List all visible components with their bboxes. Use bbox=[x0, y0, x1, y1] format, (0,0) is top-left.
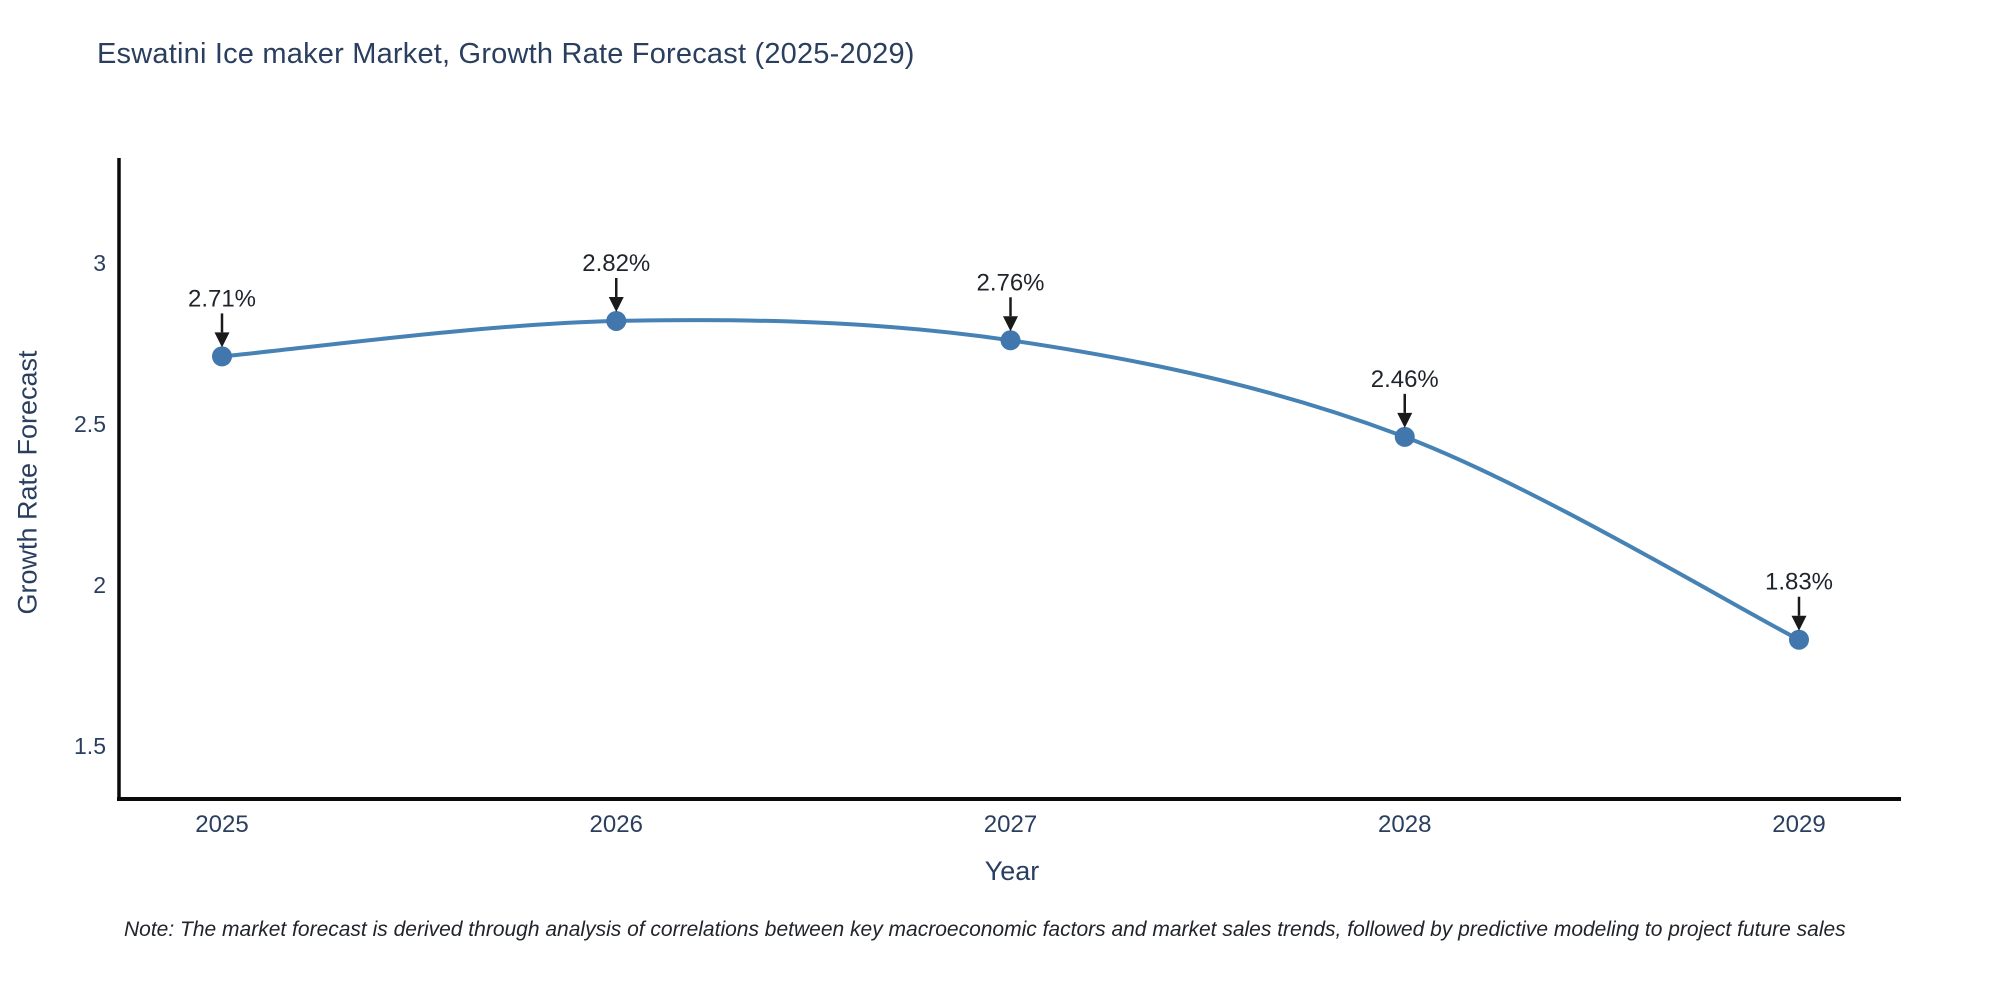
annotation-label: 2.46% bbox=[1371, 366, 1439, 393]
annotation-label: 2.82% bbox=[582, 250, 650, 277]
x-axis-title: Year bbox=[984, 856, 1040, 886]
y-tick-label: 1.5 bbox=[74, 733, 106, 759]
annotation-arrowhead bbox=[608, 296, 624, 312]
x-tick-label: 2027 bbox=[984, 811, 1037, 838]
series-line bbox=[220, 318, 1801, 642]
y-tick-label: 3 bbox=[93, 250, 106, 276]
data-point-marker bbox=[212, 346, 232, 367]
annotation-arrowhead bbox=[214, 332, 230, 348]
y-tick-label: 2.5 bbox=[74, 411, 106, 437]
x-tick-label: 2026 bbox=[590, 811, 643, 838]
y-tick-label: 2 bbox=[93, 572, 106, 598]
data-point-marker bbox=[1000, 330, 1021, 351]
x-tick-label: 2025 bbox=[195, 811, 248, 838]
annotation-arrowhead bbox=[1397, 412, 1413, 428]
annotation-arrowhead bbox=[1003, 316, 1018, 332]
data-point-marker bbox=[1394, 426, 1415, 447]
annotation-label: 2.71% bbox=[188, 285, 256, 312]
y-axis-title: Growth Rate Forecast bbox=[12, 350, 43, 615]
data-point-marker bbox=[606, 310, 627, 331]
annotation-label: 2.76% bbox=[976, 269, 1044, 296]
annotation-arrowhead bbox=[1791, 615, 1807, 631]
annotation-label: 1.83% bbox=[1765, 569, 1833, 596]
x-tick-label: 2028 bbox=[1378, 811, 1431, 838]
footnote: Note: The market forecast is derived thr… bbox=[124, 918, 1846, 941]
chart-title: Eswatini Ice maker Market, Growth Rate F… bbox=[97, 38, 915, 70]
data-point-marker bbox=[1789, 629, 1809, 650]
x-tick-label: 2029 bbox=[1772, 811, 1825, 838]
